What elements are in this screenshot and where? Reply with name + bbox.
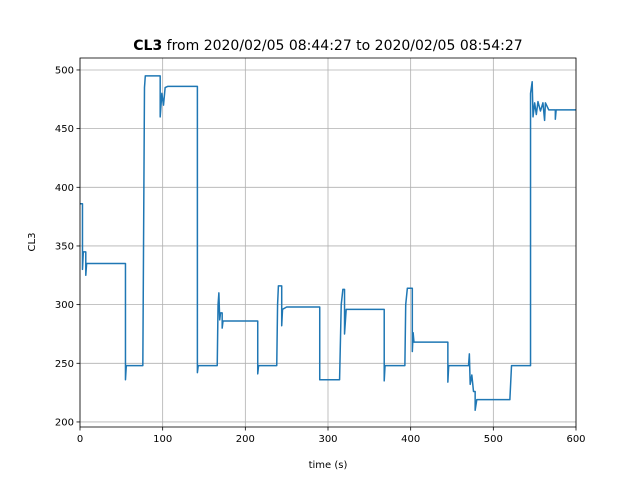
y-tick-label: 450	[55, 124, 74, 135]
y-tick-label: 400	[55, 183, 74, 194]
title-name: CL3	[133, 38, 162, 54]
x-tick-label: 300	[318, 434, 337, 445]
x-axis-label: time (s)	[309, 460, 348, 471]
y-tick-label: 300	[55, 300, 74, 311]
title-text: from 2020/02/05 08:44:27 to 2020/02/05 0…	[167, 38, 523, 54]
y-tick-label: 350	[55, 241, 74, 252]
x-tick-label: 500	[484, 434, 503, 445]
y-tick-label: 500	[55, 65, 74, 76]
x-tick-label: 600	[566, 434, 585, 445]
y-tick-label: 200	[55, 417, 74, 428]
x-tick-label: 200	[236, 434, 255, 445]
x-tick-label: 400	[401, 434, 420, 445]
plot-frame	[79, 57, 577, 428]
y-axis-label: CL3	[27, 233, 38, 252]
chart-title: CL3 from 2020/02/05 08:44:27 to 2020/02/…	[133, 38, 522, 54]
x-tick-label: 100	[153, 434, 172, 445]
x-tick-label: 0	[77, 434, 83, 445]
data-line	[80, 75, 576, 411]
y-tick-label: 250	[55, 359, 74, 370]
